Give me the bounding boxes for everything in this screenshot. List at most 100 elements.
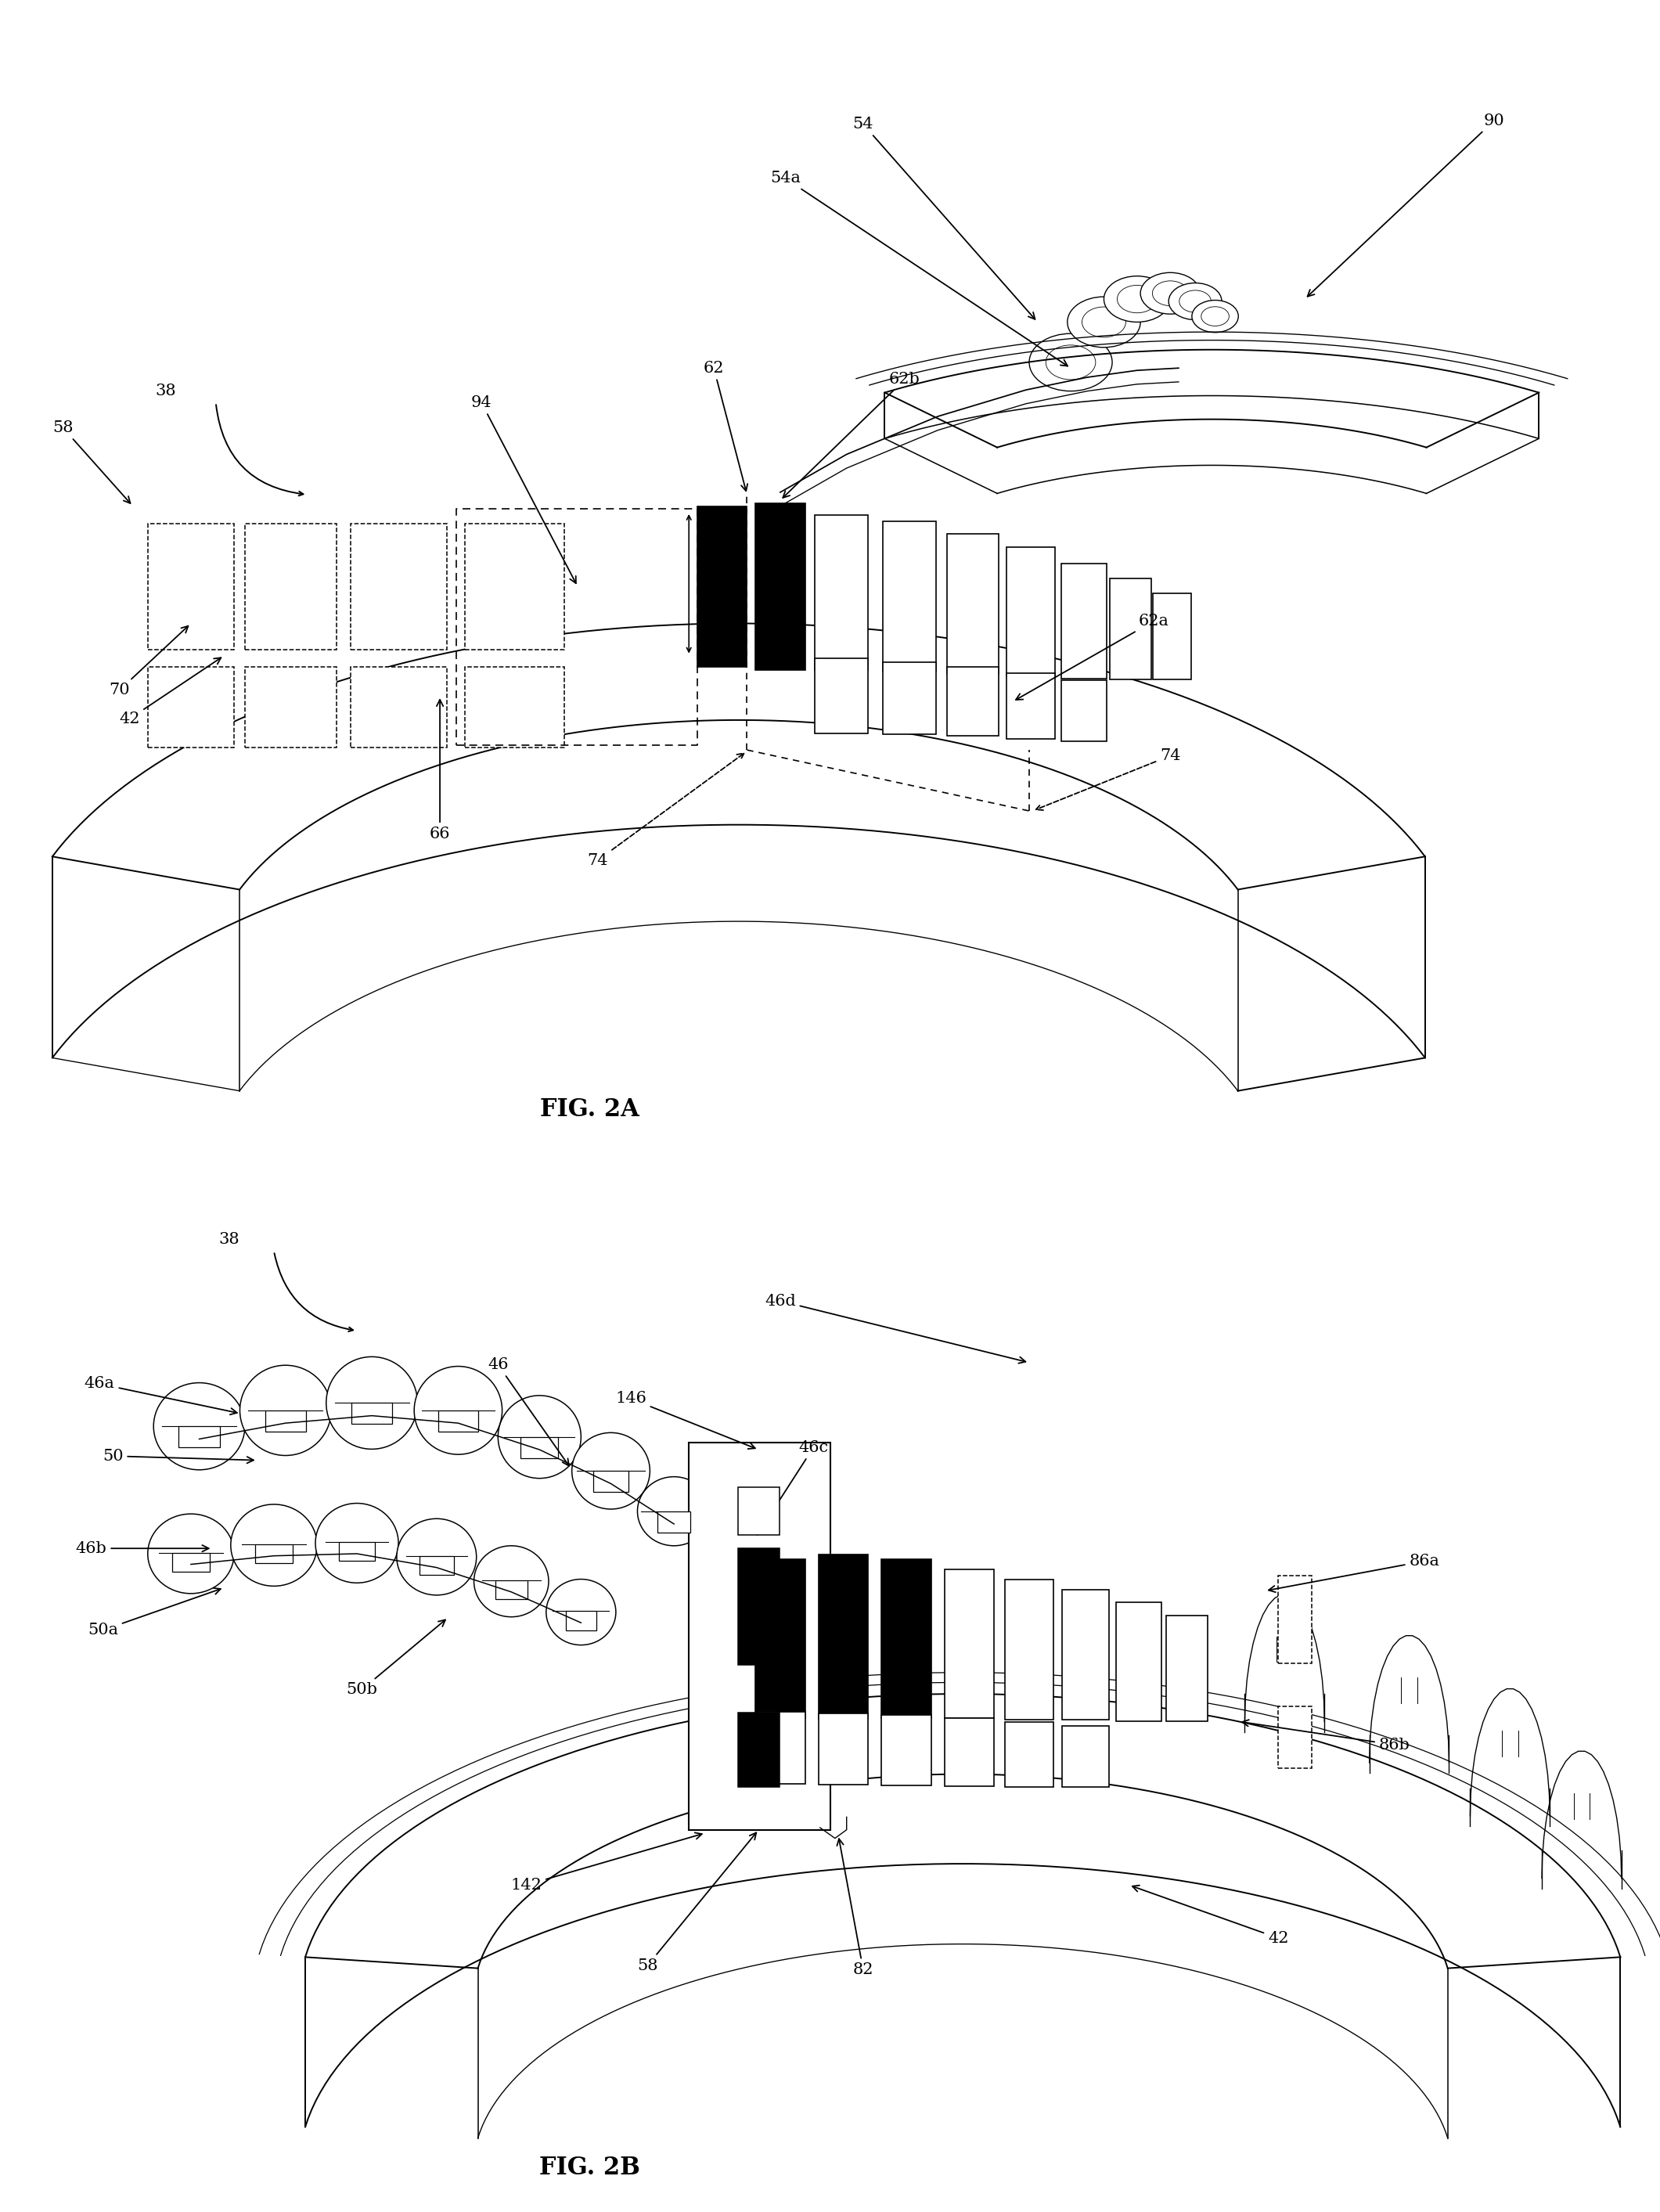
Bar bbox=[1152, 593, 1192, 679]
Bar bbox=[1062, 681, 1107, 741]
Ellipse shape bbox=[325, 1356, 418, 1449]
Text: 50a: 50a bbox=[88, 1588, 221, 1637]
Bar bbox=[946, 533, 999, 675]
Text: 46a: 46a bbox=[85, 1376, 237, 1416]
Bar bbox=[465, 668, 564, 748]
Bar bbox=[352, 1402, 392, 1425]
Bar bbox=[148, 524, 234, 650]
Text: 54: 54 bbox=[853, 117, 1036, 319]
Ellipse shape bbox=[415, 1367, 503, 1455]
Text: 46b: 46b bbox=[76, 1542, 209, 1555]
Circle shape bbox=[1179, 290, 1212, 312]
Bar bbox=[495, 1579, 528, 1599]
Bar bbox=[737, 1486, 780, 1535]
Text: 50b: 50b bbox=[347, 1619, 445, 1697]
Bar bbox=[737, 1548, 780, 1666]
Text: 86b: 86b bbox=[1242, 1719, 1409, 1752]
Bar bbox=[1278, 1708, 1311, 1767]
Bar bbox=[883, 522, 936, 670]
Ellipse shape bbox=[571, 1433, 649, 1509]
Bar bbox=[755, 1712, 805, 1785]
Bar bbox=[420, 1555, 453, 1575]
Circle shape bbox=[1117, 285, 1157, 312]
Ellipse shape bbox=[546, 1579, 616, 1646]
Text: 54a: 54a bbox=[770, 170, 1067, 365]
Bar bbox=[755, 1559, 805, 1719]
Text: 146: 146 bbox=[616, 1391, 755, 1449]
Bar bbox=[945, 1719, 994, 1787]
Bar bbox=[946, 668, 999, 737]
Text: 70: 70 bbox=[110, 626, 188, 697]
Text: 90: 90 bbox=[1308, 113, 1504, 296]
Circle shape bbox=[1046, 345, 1096, 380]
Bar bbox=[1006, 1579, 1052, 1719]
Bar bbox=[697, 507, 747, 668]
Text: 38: 38 bbox=[156, 383, 176, 398]
Bar bbox=[737, 1712, 780, 1787]
Text: 62: 62 bbox=[704, 361, 747, 491]
Circle shape bbox=[1169, 283, 1222, 321]
Bar bbox=[179, 1427, 219, 1447]
Circle shape bbox=[1152, 281, 1189, 305]
Text: 74: 74 bbox=[588, 754, 744, 867]
Bar bbox=[883, 661, 936, 734]
Ellipse shape bbox=[397, 1520, 476, 1595]
Text: 58: 58 bbox=[637, 1834, 757, 1973]
Circle shape bbox=[1029, 334, 1112, 392]
Text: 62b: 62b bbox=[784, 372, 920, 498]
Bar bbox=[566, 1610, 596, 1630]
Text: 86a: 86a bbox=[1268, 1553, 1439, 1593]
Circle shape bbox=[1202, 307, 1228, 325]
Text: 82: 82 bbox=[837, 1838, 873, 1978]
Bar bbox=[256, 1544, 292, 1564]
Bar bbox=[1062, 1590, 1109, 1719]
Bar bbox=[1006, 549, 1056, 677]
Text: 62a: 62a bbox=[1016, 613, 1169, 699]
Bar bbox=[438, 1411, 478, 1431]
Text: 142: 142 bbox=[511, 1834, 702, 1893]
Ellipse shape bbox=[315, 1504, 398, 1584]
Ellipse shape bbox=[498, 1396, 581, 1478]
Text: 94: 94 bbox=[471, 396, 576, 584]
Bar bbox=[173, 1553, 209, 1573]
Bar bbox=[815, 515, 868, 670]
Bar bbox=[246, 524, 335, 650]
Bar bbox=[755, 502, 805, 670]
Bar bbox=[815, 659, 868, 734]
Text: 46d: 46d bbox=[765, 1294, 1026, 1363]
Circle shape bbox=[1192, 301, 1238, 332]
Circle shape bbox=[1082, 307, 1125, 336]
Bar bbox=[818, 1555, 868, 1719]
Circle shape bbox=[1104, 276, 1170, 323]
Bar bbox=[881, 1559, 931, 1719]
Bar bbox=[657, 1511, 691, 1533]
Ellipse shape bbox=[153, 1382, 246, 1469]
Bar bbox=[465, 524, 564, 650]
Bar bbox=[350, 524, 447, 650]
Text: 42: 42 bbox=[1132, 1885, 1288, 1947]
Text: FIG. 2B: FIG. 2B bbox=[540, 2157, 639, 2181]
Text: 38: 38 bbox=[219, 1232, 239, 1248]
Text: 50: 50 bbox=[103, 1449, 254, 1464]
Bar bbox=[1165, 1615, 1208, 1721]
Ellipse shape bbox=[148, 1513, 234, 1593]
Bar bbox=[246, 668, 335, 748]
Bar bbox=[1111, 580, 1152, 679]
Text: FIG. 2A: FIG. 2A bbox=[540, 1097, 639, 1121]
Text: 74: 74 bbox=[1036, 748, 1180, 810]
Bar bbox=[818, 1714, 868, 1785]
Bar bbox=[521, 1438, 558, 1458]
Text: 46: 46 bbox=[488, 1358, 569, 1467]
Bar bbox=[1062, 564, 1107, 679]
Circle shape bbox=[1140, 272, 1200, 314]
Bar bbox=[593, 1471, 629, 1493]
Ellipse shape bbox=[239, 1365, 330, 1455]
Bar bbox=[266, 1411, 305, 1431]
Bar bbox=[1278, 1575, 1311, 1663]
Bar bbox=[689, 1442, 830, 1829]
Bar bbox=[1062, 1725, 1109, 1787]
Text: 66: 66 bbox=[430, 699, 450, 841]
Ellipse shape bbox=[231, 1504, 317, 1586]
Bar bbox=[881, 1714, 931, 1785]
Text: 58: 58 bbox=[53, 420, 129, 504]
